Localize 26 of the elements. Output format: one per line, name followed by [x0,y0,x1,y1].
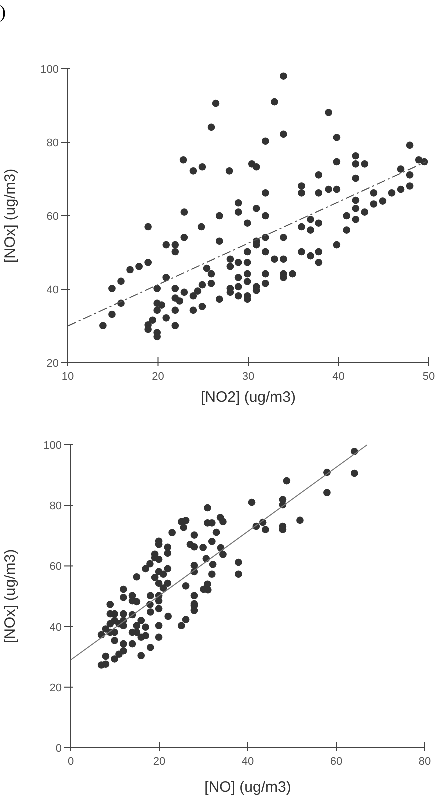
y-tick-label: 20 [50,682,62,694]
y-tick-label: 0 [56,743,62,755]
y-tick-label: 80 [50,500,62,513]
y-tick-label: 60 [46,211,59,223]
x-tick-label: 60 [330,756,343,768]
y-tick-label: 100 [44,440,62,452]
text: ) [0,2,6,22]
y-tick-label: 40 [50,622,62,634]
y-tick-label: 60 [50,561,62,574]
x-tick-label: 80 [418,756,432,768]
y-tick-label: 100 [40,64,59,76]
x-tick-label: 40 [332,371,345,383]
x-tick-label: 40 [242,756,254,768]
x-tick-label: 20 [153,756,166,768]
x-tick-label: 20 [152,371,164,383]
x-axis-title: [NO] (ug/m3) [204,779,292,796]
y-axis-title: [NOx] (ug/m3) [2,549,19,644]
x-tick-label: 30 [242,371,255,383]
y-tick-label: 40 [46,284,59,296]
y-tick-label: 80 [46,138,59,150]
x-tick-label: 10 [62,371,74,383]
y-tick-label: 20 [46,358,59,370]
x-tick-label: 50 [422,371,436,383]
x-tick-label: 0 [68,756,74,768]
y-axis-title: [NOx] (ug/m3) [2,168,19,264]
x-axis-title: [NO2] (ug/m3) [200,389,296,406]
